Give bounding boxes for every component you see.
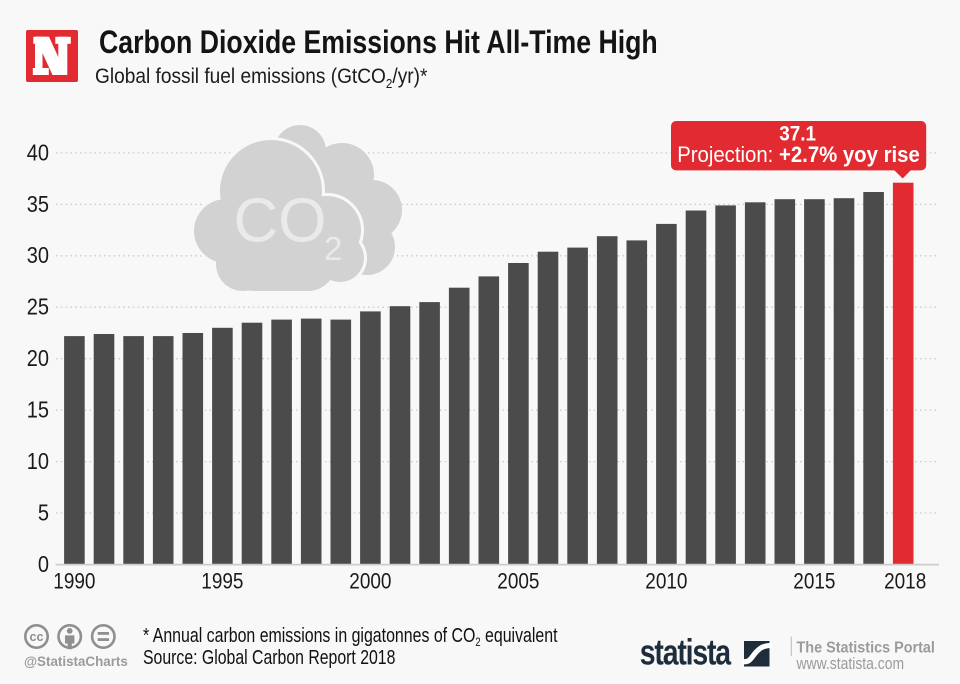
svg-text:2005: 2005 — [497, 570, 539, 593]
svg-text:CO: CO — [234, 187, 327, 256]
svg-text:2000: 2000 — [349, 570, 391, 593]
svg-text:www.statista.com: www.statista.com — [796, 655, 904, 674]
svg-text:The Statistics Portal: The Statistics Portal — [797, 639, 935, 657]
svg-text:1990: 1990 — [53, 570, 95, 593]
svg-text:0: 0 — [38, 551, 49, 578]
svg-text:statista: statista — [640, 632, 732, 672]
svg-text:15: 15 — [27, 396, 49, 423]
svg-text:35: 35 — [27, 190, 49, 217]
svg-text:5: 5 — [38, 499, 49, 526]
svg-text:cc: cc — [30, 630, 44, 644]
svg-text:2015: 2015 — [793, 570, 835, 593]
svg-text:2: 2 — [324, 230, 342, 267]
svg-text:37.1: 37.1 — [779, 122, 816, 145]
svg-text:25: 25 — [27, 293, 49, 320]
svg-text:2018: 2018 — [884, 570, 926, 593]
svg-text:1995: 1995 — [201, 570, 243, 593]
svg-text:30: 30 — [27, 242, 49, 269]
svg-text:Projection: +2.7% yoy rise: Projection: +2.7% yoy rise — [677, 142, 920, 167]
svg-text:2010: 2010 — [645, 570, 687, 593]
svg-text:20: 20 — [27, 345, 49, 372]
svg-text:10: 10 — [27, 448, 49, 475]
svg-text:40: 40 — [27, 139, 49, 166]
